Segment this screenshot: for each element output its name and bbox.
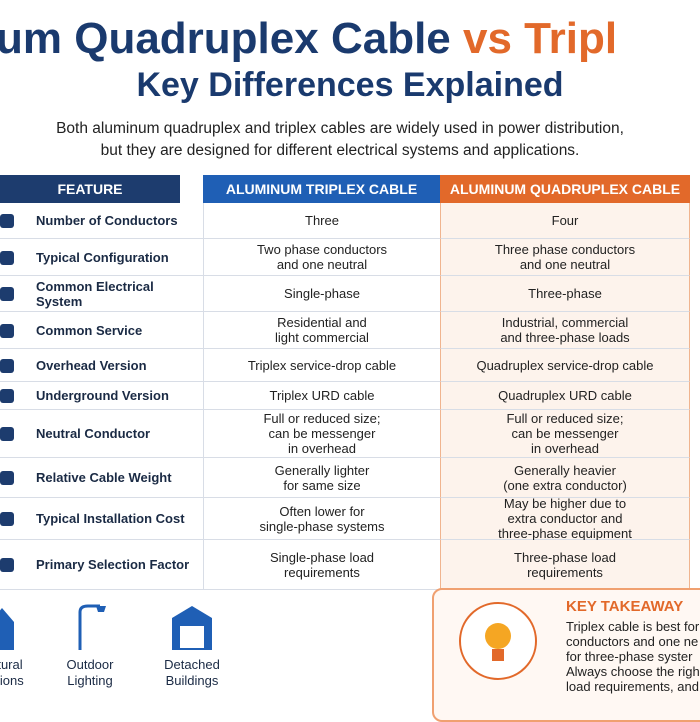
row-icon bbox=[0, 323, 14, 338]
feature-cell: Number of Conductors bbox=[0, 203, 203, 239]
takeaway-line: Triplex cable is best for bbox=[566, 619, 700, 634]
page: {"header":{"title":"um Quadruplex Cable"… bbox=[0, 12, 700, 722]
table-cell: Four bbox=[440, 203, 690, 239]
table-cell: Three-phase load requirements bbox=[440, 540, 690, 590]
table-cell: Often lower for single-phase systems bbox=[203, 498, 440, 540]
takeaway-line: Always choose the righ bbox=[566, 664, 700, 679]
barn-icon bbox=[0, 608, 14, 650]
table-cell: Quadruplex service-drop cable bbox=[440, 349, 690, 382]
title: um Quadruplex Cable vs Tripl bbox=[0, 12, 700, 66]
table-cell: Three bbox=[203, 203, 440, 239]
feature-cell: Typical Installation Cost bbox=[0, 498, 203, 540]
header-gap bbox=[180, 175, 203, 203]
table-cell: Industrial, commercial and three-phase l… bbox=[440, 312, 690, 349]
takeaway-line: load requirements, and bbox=[566, 679, 699, 694]
table-cell: Single-phase bbox=[203, 276, 440, 312]
takeaway-title: KEY TAKEAWAY bbox=[566, 598, 684, 615]
lamp-head bbox=[96, 606, 106, 612]
feature-cell: Common Electrical System bbox=[0, 276, 203, 312]
table-cell: Full or reduced size; can be messenger i… bbox=[203, 410, 440, 458]
row-icon bbox=[0, 250, 14, 265]
app-icons bbox=[0, 604, 212, 650]
table-cell: Generally heavier (one extra conductor) bbox=[440, 458, 690, 498]
feature-cell: Common Service bbox=[0, 312, 203, 349]
app-label: Detached Buildings bbox=[164, 657, 220, 688]
bulb-icon bbox=[459, 602, 537, 680]
feature-cell: Overhead Version bbox=[0, 349, 203, 382]
row-icon bbox=[0, 512, 14, 526]
table-cell: Triplex URD cable bbox=[203, 382, 440, 410]
header-cell: ALUMINUM TRIPLEX CABLE bbox=[203, 175, 440, 203]
subtitle: Key Differences Explained bbox=[136, 66, 564, 104]
header-cell: FEATURE bbox=[0, 175, 180, 203]
feature-cell: Typical Configuration bbox=[0, 239, 203, 276]
row-icon bbox=[0, 358, 14, 373]
table-cell: May be higher due to extra conductor and… bbox=[440, 496, 690, 541]
header-cell: ALUMINUM QUADRUPLEX CABLE bbox=[440, 175, 690, 203]
feature-cell: Underground Version bbox=[0, 382, 203, 410]
intro: Both aluminum quadruplex and triplex cab… bbox=[56, 120, 624, 159]
table-cell: Triplex service-drop cable bbox=[203, 349, 440, 382]
feature-cell: Neutral Conductor bbox=[0, 410, 203, 458]
table-cell: Quadruplex URD cable bbox=[440, 382, 690, 410]
feature-cell: Relative Cable Weight bbox=[0, 458, 203, 498]
row-icon bbox=[0, 287, 14, 301]
app-label: Outdoor Lighting bbox=[66, 657, 114, 688]
takeaway-line: for three-phase syster bbox=[566, 649, 693, 664]
table-cell: Three-phase bbox=[440, 276, 690, 312]
row-icon bbox=[0, 558, 14, 572]
table-cell: Residential and light commercial bbox=[203, 312, 440, 349]
table-cell: Single-phase load requirements bbox=[203, 540, 440, 590]
table-cell: Full or reduced size; can be messenger i… bbox=[440, 410, 690, 458]
title-text: um Quadruplex Cable bbox=[0, 14, 451, 63]
table-cell: Three phase conductors and one neutral bbox=[440, 239, 690, 276]
table-cell: Two phase conductors and one neutral bbox=[203, 239, 440, 276]
row-icon bbox=[0, 389, 14, 403]
takeaway-line: conductors and one ne bbox=[566, 634, 699, 649]
row-icon bbox=[0, 471, 14, 485]
title-accent: vs Tripl bbox=[463, 14, 618, 63]
row-icon bbox=[0, 214, 14, 228]
app-label: tural tions bbox=[0, 657, 24, 688]
garage-door bbox=[180, 626, 204, 648]
table-cell: Generally lighter for same size bbox=[203, 458, 440, 498]
lamp-icon bbox=[78, 604, 100, 650]
feature-cell: Primary Selection Factor bbox=[0, 540, 203, 590]
row-icon bbox=[0, 427, 14, 441]
